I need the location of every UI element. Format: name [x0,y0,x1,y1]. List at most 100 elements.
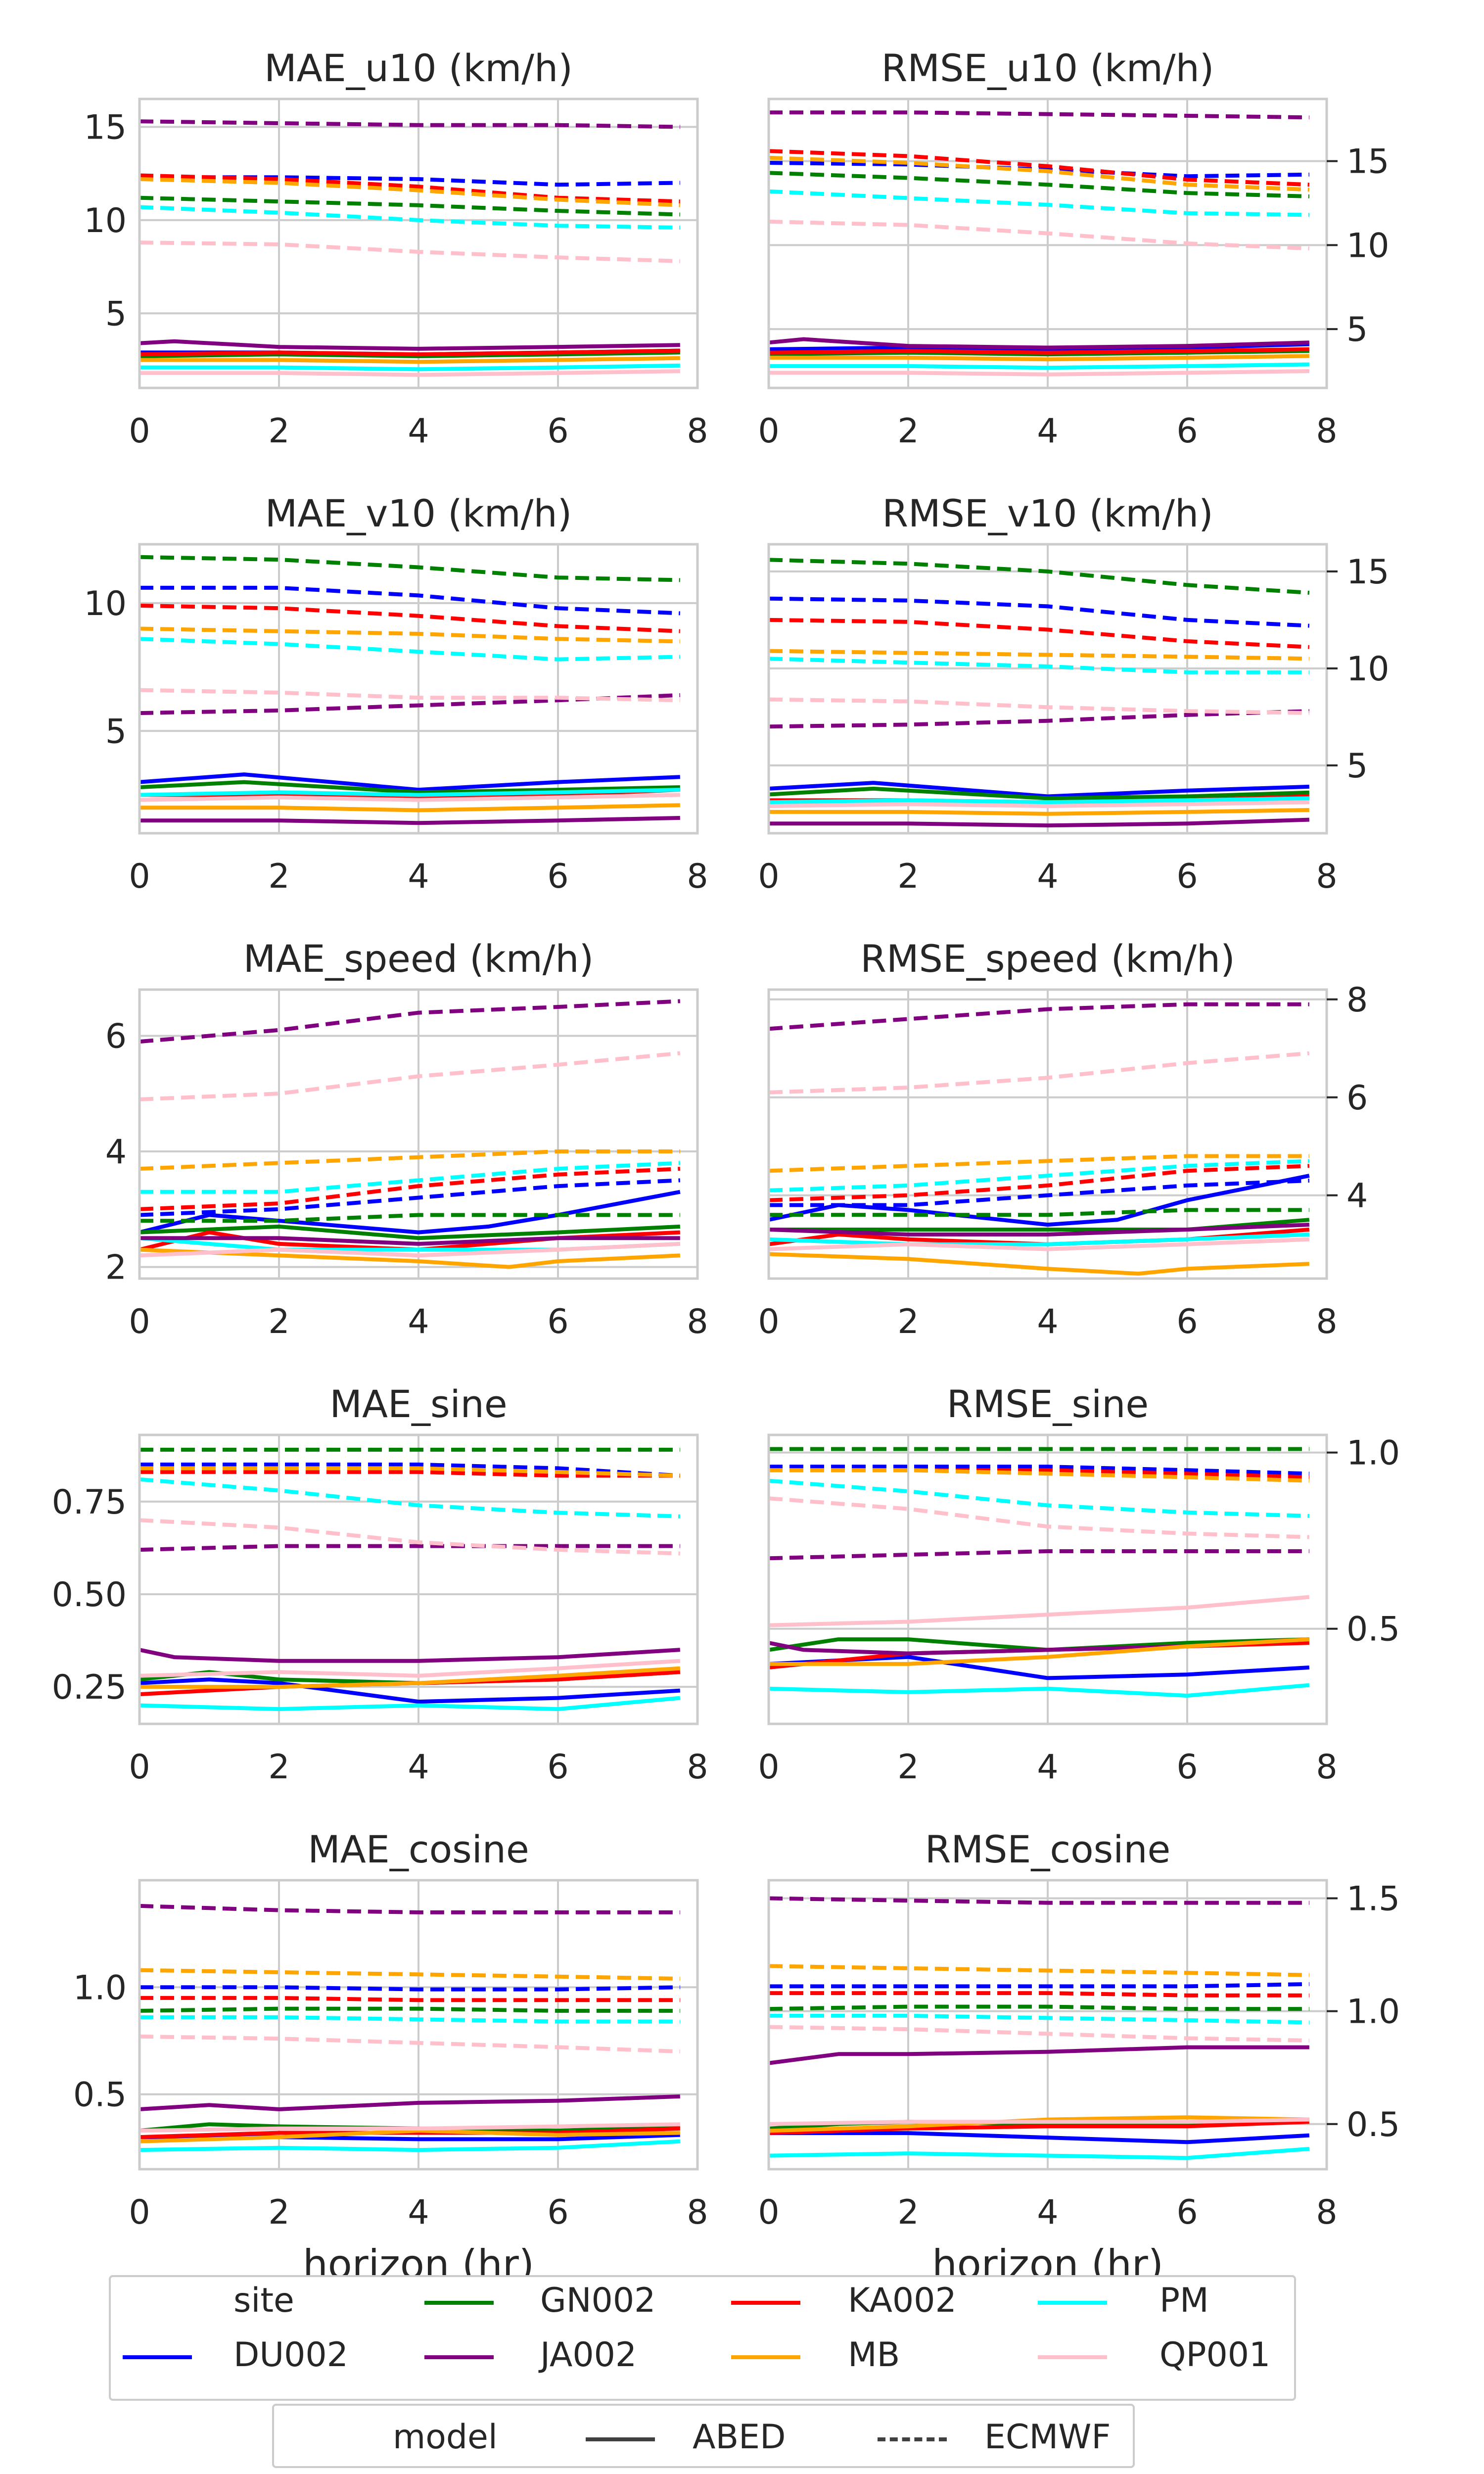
series-gn002-abed [768,786,1309,801]
panel-mae-sine: MAE_sine 0 2 4 6 8 0.25 0.50 0.75 [52,1382,708,1787]
series-ja002-abed [139,1236,680,1246]
panel-title: MAE_sine [329,1382,507,1426]
series-mb-ecmwf [769,1468,1309,1483]
series-du002-ecmwf [139,1178,680,1217]
y-tick-label: 5 [105,294,127,333]
y-tick-label: 0.5 [1346,1610,1400,1649]
legend-label-ecmwf: ECMWF [984,2418,1111,2457]
series-pm-ecmwf [139,205,680,230]
x-tick-label: 2 [897,412,919,451]
series-du002-ecmwf [139,175,680,187]
y-tick-label: 0.75 [52,1483,127,1522]
series-gn002-ecmwf [769,1208,1309,1217]
y-tick-label: 5 [1346,747,1368,786]
series-ka002-ecmwf [139,1470,680,1478]
legend-line-ecmwf [878,2437,947,2441]
x-tick-label: 2 [268,1302,289,1341]
x-tick-label: 6 [1176,412,1198,451]
y-tick-label: 5 [1346,310,1368,349]
plot-area-frame [138,97,699,389]
legend-model-title: model [393,2418,498,2457]
x-tick-label: 4 [408,1302,429,1341]
x-tick-label: 4 [1037,2193,1058,2232]
x-tick-label: 4 [408,412,429,451]
x-tick-label: 2 [897,2193,919,2232]
legend-line-ja002 [424,2355,494,2359]
series-qp001-abed [139,369,680,377]
x-tick-label: 0 [129,1748,150,1787]
x-tick-label: 4 [1037,857,1058,896]
series-du002-ecmwf [769,1179,1309,1207]
series-qp001-ecmwf [139,688,680,703]
series-qp001-abed [139,2122,680,2133]
x-tick-label: 8 [1316,857,1337,896]
y-tick-label: 1.0 [73,1968,127,2007]
series-du002-ecmwf [139,1985,680,1992]
y-tick-label: 15 [84,108,127,147]
series-pm-abed [139,2139,681,2152]
y-tick-label: 1.0 [1346,1434,1400,1473]
x-tick-label: 6 [1176,1748,1198,1787]
series-gn002-abed [768,1637,1309,1652]
x-tick-label: 8 [687,1302,708,1341]
x-tick-label: 8 [1316,2193,1337,2232]
series-pm-ecmwf [139,1161,680,1194]
series-qp001-ecmwf [768,219,1309,251]
panel-rmse-u10-km-h: RMSE_u10 (km/h) 0 2 4 6 8 5 10 15 [758,46,1389,451]
y-tick-label: 0.25 [52,1668,127,1707]
series-mb-abed [139,1247,680,1269]
y-tick-label: 5 [105,712,127,751]
panel-rmse-sine: RMSE_sine 0 2 4 6 8 0.5 1.0 [758,1382,1400,1787]
series-ka002-ecmwf [139,1996,680,2002]
series-pm-ecmwf [139,2015,680,2024]
panel-mae-v10-km-h: MAE_v10 (km/h) 0 2 4 6 8 5 10 [84,491,708,896]
series-pm-abed [139,363,680,372]
series-qp001-abed [768,2117,1309,2126]
panel-title: MAE_speed (km/h) [243,937,594,981]
y-tick-label: 6 [105,1017,127,1056]
series-mb-ecmwf [139,1149,680,1171]
series-gn002-ecmwf [768,2004,1309,2011]
x-tick-label: 2 [268,857,289,896]
series-ka002-abed [768,2120,1309,2135]
series-ka002-ecmwf [768,618,1309,649]
series-ja002-abed [139,2094,680,2111]
legend-label-du002: DU002 [233,2335,348,2375]
series-ka002-ecmwf [768,149,1309,187]
series-ja002-ecmwf [139,119,680,129]
series-qp001-ecmwf [768,697,1309,715]
series-ja002-ecmwf [139,1903,680,1914]
series-ja002-ecmwf [139,999,680,1044]
x-tick-label: 0 [758,857,779,896]
series-ja002-abed [139,1648,681,1663]
series-du002-abed [769,2131,1310,2144]
x-tick-label: 4 [1037,1748,1058,1787]
y-tick-label: 10 [1346,650,1390,689]
x-tick-label: 2 [268,2193,289,2232]
series-ka002-ecmwf [139,604,680,633]
series-ja002-ecmwf [768,1896,1309,1905]
series-mb-ecmwf [768,1154,1309,1173]
x-tick-label: 4 [1037,1302,1058,1341]
series-du002-ecmwf [769,1465,1309,1476]
x-tick-label: 2 [897,1302,919,1341]
x-tick-label: 0 [129,857,150,896]
series-ja002-abed [139,816,680,825]
x-tick-label: 8 [1316,412,1337,451]
series-qp001-abed [769,369,1309,377]
x-tick-label: 0 [758,1748,779,1787]
series-du002-ecmwf [139,585,680,616]
y-tick-label: 0.50 [52,1575,127,1615]
series-gn002-ecmwf [139,1213,680,1223]
series-mb-abed [768,1252,1309,1276]
series-mb-ecmwf [139,626,680,644]
plot-area-frame [138,1879,699,2171]
series-qp001-ecmwf [768,1051,1310,1094]
series-du002-ecmwf [768,596,1309,628]
series-pm-abed [769,362,1309,370]
series-ja002-abed [768,2045,1309,2065]
series-mb-abed [769,1637,1310,1666]
series-ja002-abed [139,339,680,351]
